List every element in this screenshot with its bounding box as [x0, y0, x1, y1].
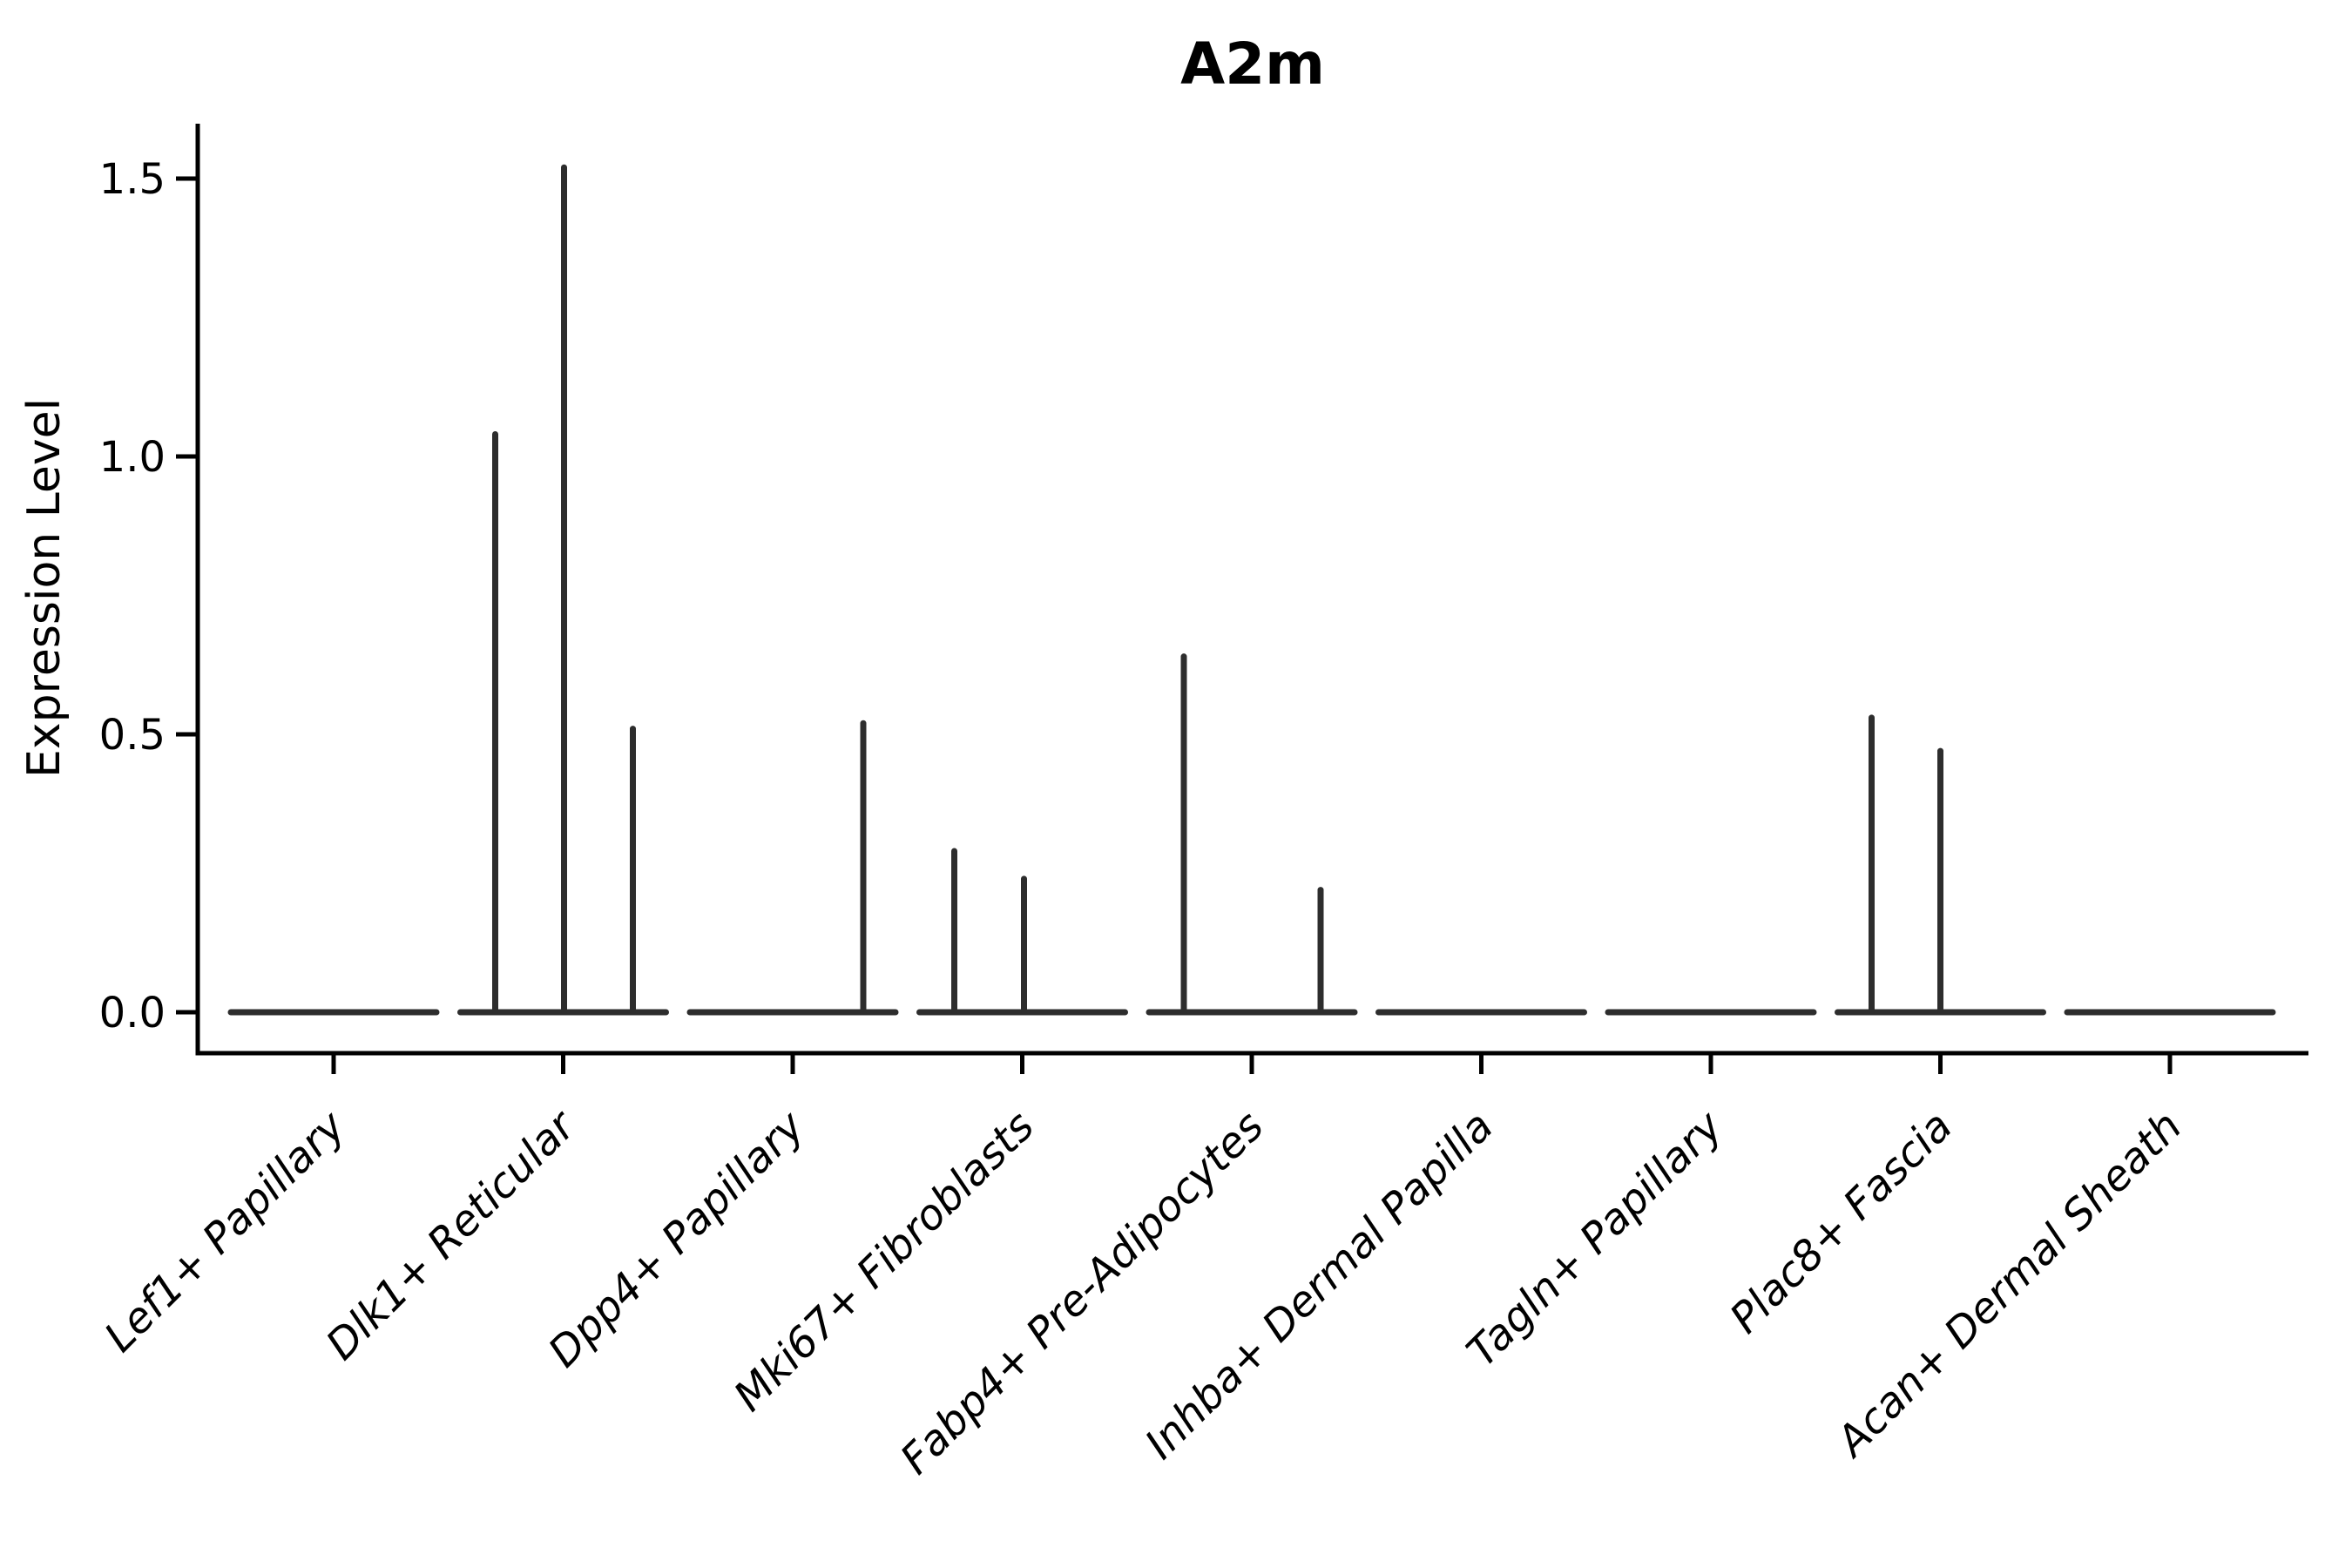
x-tick-label: Fabp4+ Pre-Adipocytes — [891, 1102, 1274, 1484]
y-tick-label: 0.0 — [99, 989, 166, 1037]
y-tick-label: 1.0 — [99, 433, 166, 482]
x-tick-label: Lef1+ Papillary — [95, 1101, 355, 1362]
y-axis-label: Expression Level — [18, 398, 71, 778]
x-tick-label: Dpp4+ Papillary — [539, 1101, 814, 1376]
x-tick-label: Tagln+ Papillary — [1457, 1101, 1733, 1376]
chart-title: A2m — [1180, 30, 1325, 98]
x-tick-label: Plac8+ Fascia — [1720, 1102, 1962, 1343]
y-tick-label: 1.5 — [99, 155, 166, 204]
y-tick-label: 0.5 — [99, 711, 166, 760]
x-tick-label: Dlk1+ Reticular — [317, 1100, 587, 1370]
